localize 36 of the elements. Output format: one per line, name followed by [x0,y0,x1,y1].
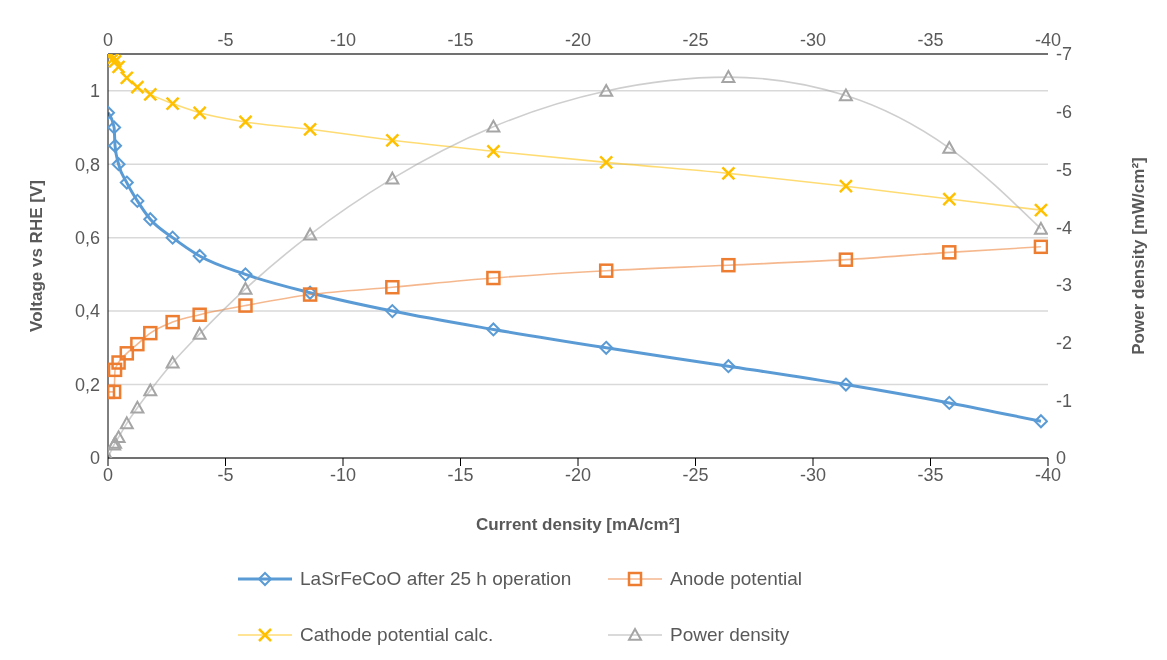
y-axis-title: Voltage vs RHE [V] [27,180,47,332]
y2-tick-label: -3 [1056,275,1073,296]
x-tick-label: -20 [564,30,592,50]
y-tick-label: 0,4 [74,301,100,322]
x2-tick-label: -10 [329,464,357,485]
x-tick-label: -10 [329,30,357,50]
legend-label: Anode potential [670,568,803,590]
y2-tick-label: -4 [1056,217,1073,238]
x2-tick-label: -35 [917,464,944,485]
x2-tick-label: -20 [564,464,592,485]
y2-tick-label: -6 [1056,102,1073,123]
legend-label: Power density [670,624,790,646]
x-tick-label: -30 [799,30,827,50]
legend-label: Cathode potential calc. [300,624,494,646]
x2-tick-label: 0 [102,464,114,485]
x2-tick-label: -5 [217,464,234,485]
y-tick-label: 0 [89,448,100,469]
y-tick-label: 0,6 [74,228,100,249]
x-tick-label: -40 [1034,30,1062,50]
x-tick-label: 0 [102,30,114,50]
y2-tick-label: -5 [1056,159,1073,180]
x-tick-label: -25 [682,30,709,50]
x-tick-label: -5 [217,30,234,50]
x2-tick-label: -25 [682,464,709,485]
y2-tick-label: -1 [1056,390,1073,411]
x-tick-label: -15 [447,30,474,50]
y2-tick-label: -2 [1056,332,1073,353]
y2-axis-title: Power density [mW/cm²] [1129,157,1149,355]
y-tick-label: 1 [89,81,100,102]
x2-tick-label: -15 [447,464,474,485]
x-tick-label: -35 [917,30,944,50]
x-axis-title: Current density [mA/cm²] [475,515,681,534]
legend-label: LaSrFeCoO after 25 h operation [300,568,572,590]
y-tick-label: 0,2 [74,374,100,395]
x2-tick-label: -30 [799,464,827,485]
y-tick-label: 0,8 [74,154,100,175]
